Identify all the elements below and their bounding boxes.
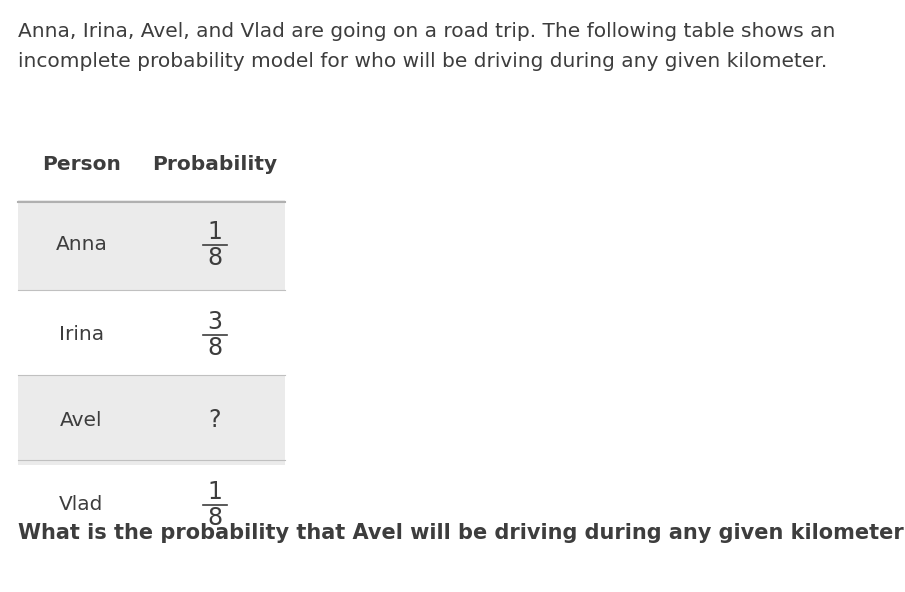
Bar [18,375,285,465]
Bar [18,200,285,290]
Text: Irina: Irina [59,326,104,345]
Text: Anna: Anna [55,236,108,255]
Text: Anna, Irina, Avel, and Vlad are going on a road trip. The following table shows : Anna, Irina, Avel, and Vlad are going on… [18,22,835,41]
Text: Probability: Probability [152,155,278,174]
Text: 8: 8 [207,506,223,530]
Text: 8: 8 [207,246,223,270]
Text: incomplete probability model for who will be driving during any given kilometer.: incomplete probability model for who wil… [18,52,827,71]
Text: What is the probability that Avel will be driving during any given kilometer?: What is the probability that Avel will b… [18,523,905,543]
Text: Avel: Avel [61,410,103,430]
Text: 8: 8 [207,336,223,360]
Text: 1: 1 [207,480,223,504]
Text: ?: ? [209,408,221,432]
Text: Vlad: Vlad [60,496,104,514]
Text: 1: 1 [207,220,223,244]
Text: 3: 3 [207,310,223,334]
Text: Person: Person [42,155,121,174]
